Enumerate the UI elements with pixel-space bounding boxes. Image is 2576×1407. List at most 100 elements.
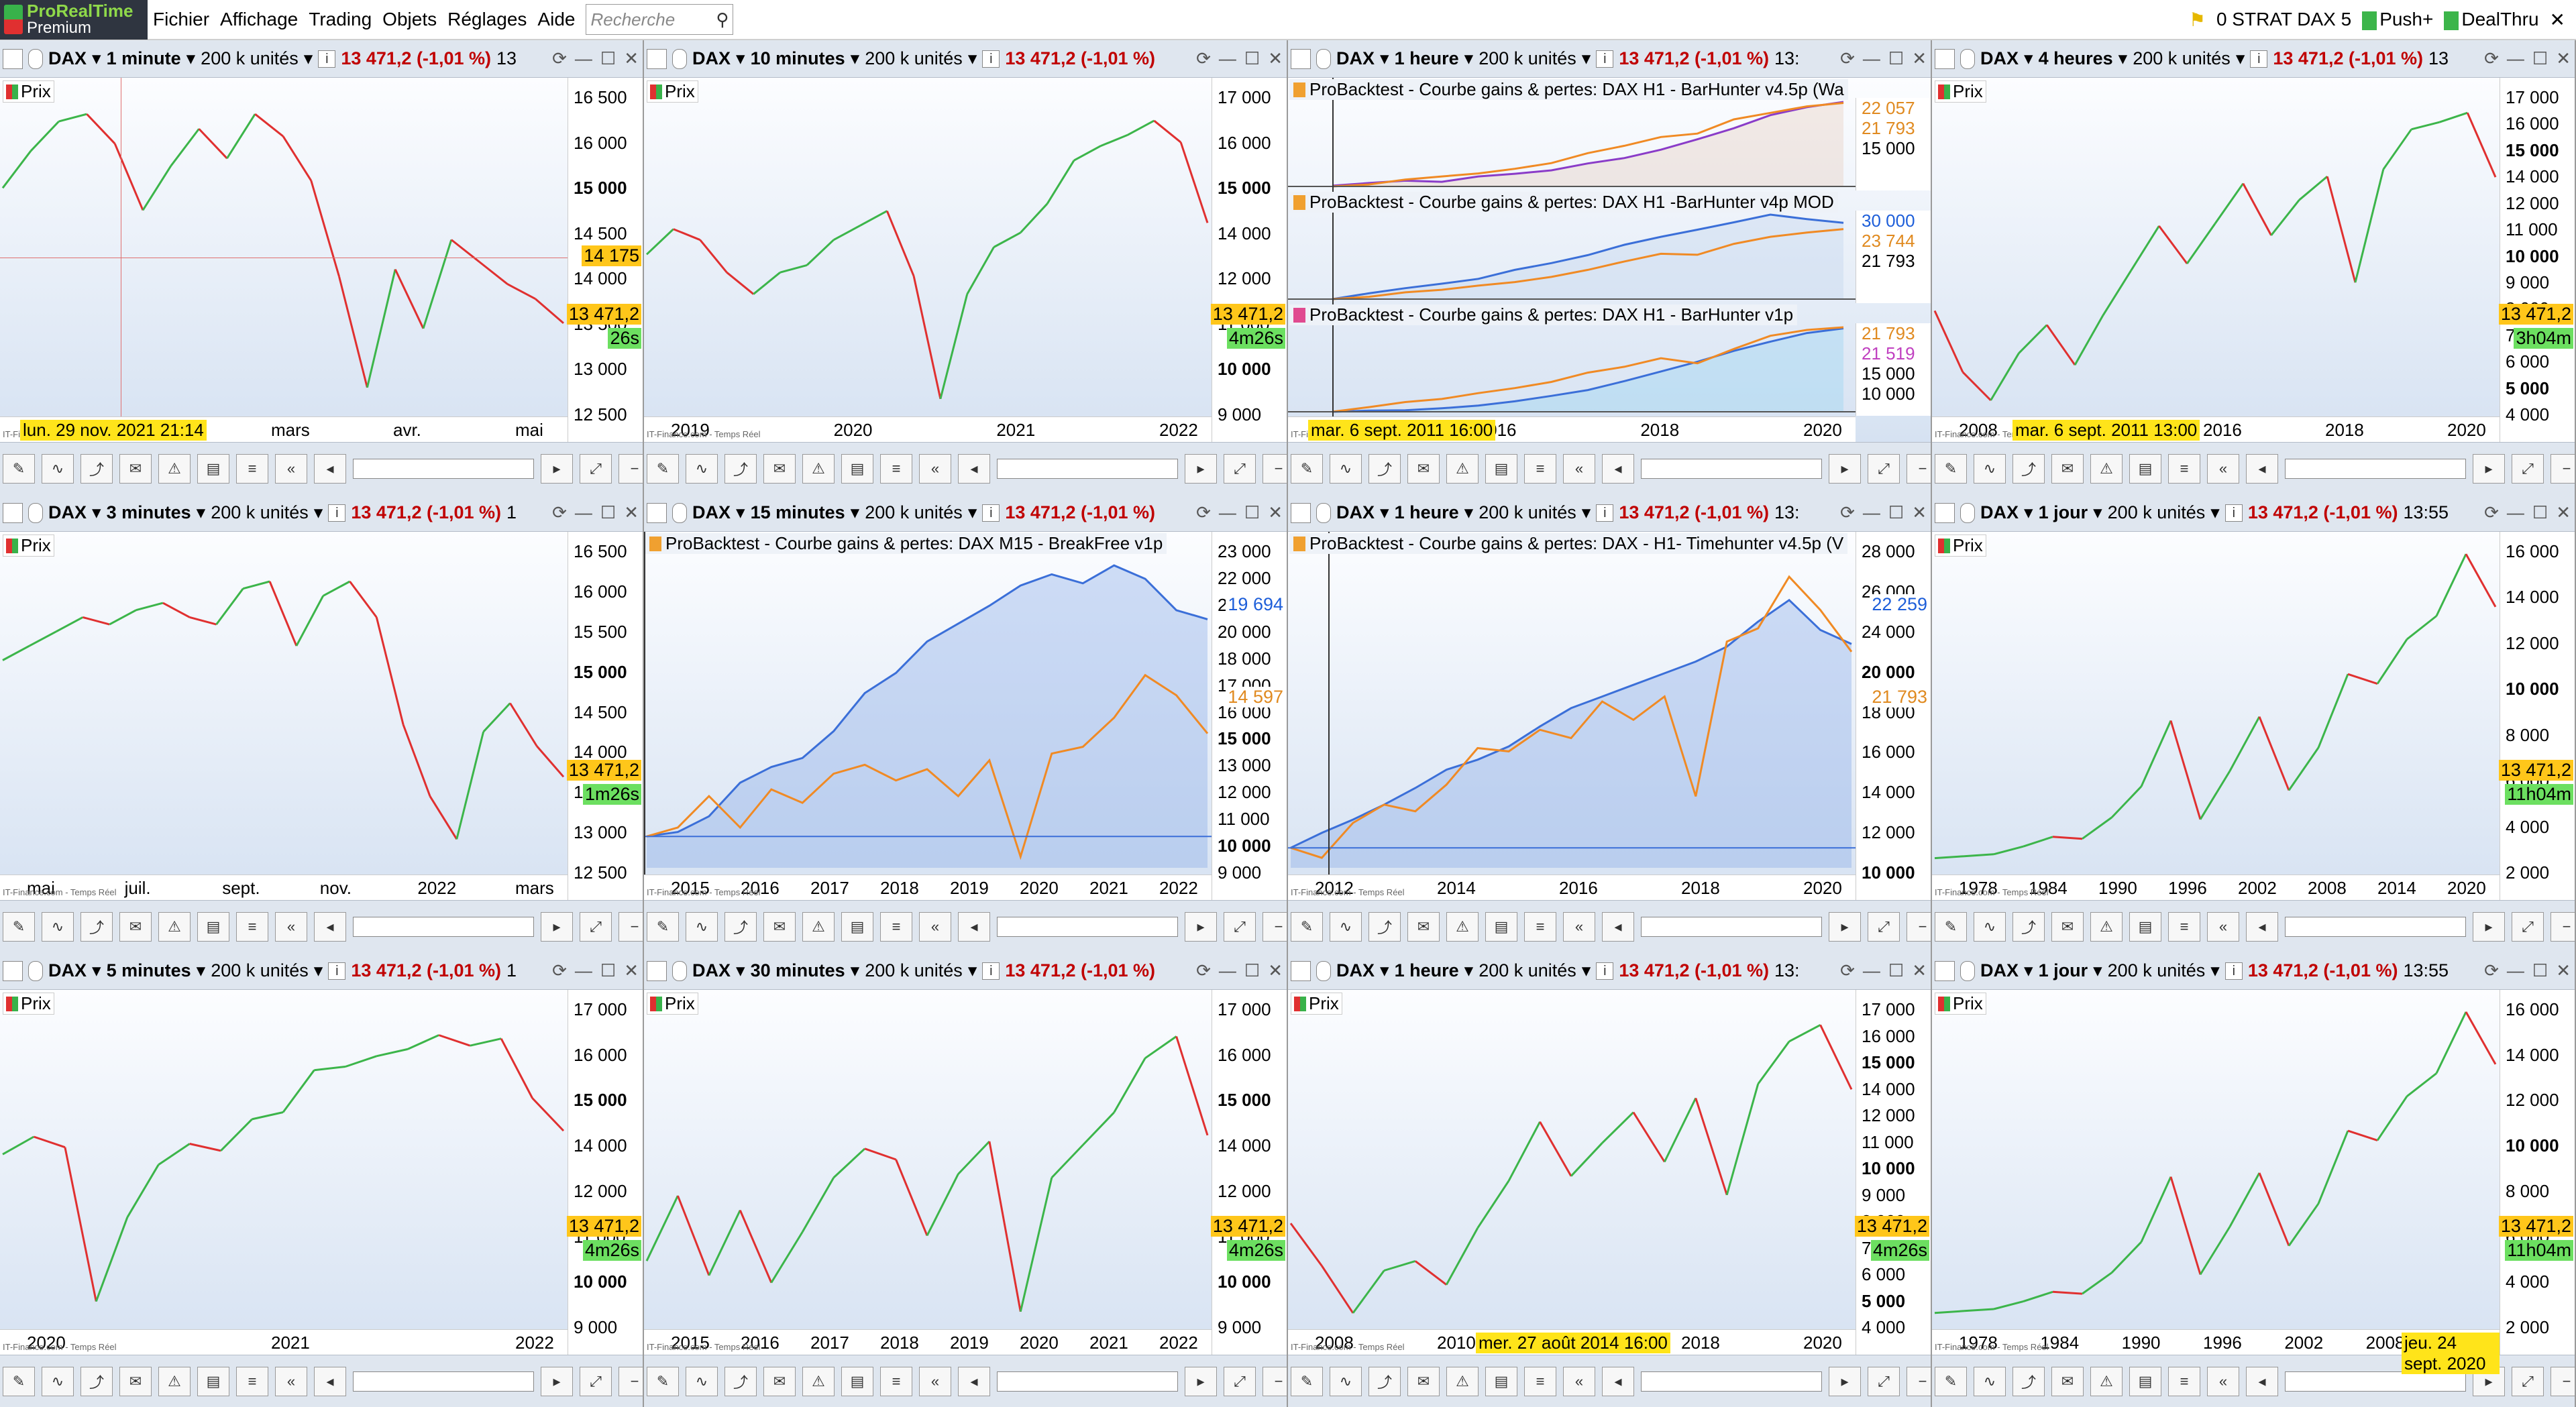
info-icon[interactable]: i (982, 962, 1000, 980)
comment-icon[interactable]: ✉ (119, 1366, 152, 1396)
alert-icon[interactable]: ⚠ (802, 1366, 835, 1396)
window-close-icon[interactable]: ✕ (2549, 9, 2565, 30)
time-scrollbar[interactable] (353, 458, 534, 479)
indicator-icon[interactable]: ∿ (42, 1366, 74, 1396)
alert-icon[interactable]: ⚠ (2090, 911, 2123, 942)
maximize-icon[interactable]: ☐ (1888, 48, 1904, 68)
menu-fichier[interactable]: Fichier (153, 9, 210, 30)
timeframe-dropdown-icon[interactable]: ▾ (850, 48, 860, 68)
time-scrollbar[interactable] (1641, 1371, 1822, 1392)
units-selector[interactable]: 200 k unités (1479, 48, 1576, 68)
units-selector[interactable]: 200 k unités (1479, 502, 1576, 522)
maximize-icon[interactable]: ☐ (2532, 960, 2548, 980)
draw-tool-icon[interactable]: ✎ (647, 1366, 679, 1396)
symbol-selector[interactable]: DAX (48, 960, 87, 980)
scroll-right-icon[interactable]: ▸ (1185, 911, 1217, 942)
time-scrollbar[interactable] (2285, 1371, 2466, 1392)
chart-type-icon[interactable] (647, 960, 667, 981)
order-icon[interactable]: ▤ (841, 1366, 873, 1396)
time-axis[interactable]: 14201620182020mar. 6 sept. 2011 16:00 (1288, 416, 1856, 442)
refresh-icon[interactable]: ⟳ (552, 960, 567, 980)
minimize-icon[interactable]: — (2506, 960, 2524, 980)
zoom-out-icon[interactable]: − (1263, 911, 1287, 942)
maximize-icon[interactable]: ☐ (1888, 502, 1904, 522)
scroll-right-icon[interactable]: ▸ (1829, 1366, 1861, 1396)
time-axis[interactable]: 2012 2014 2016 2018 2020 (1288, 875, 1856, 900)
time-scrollbar[interactable] (2285, 458, 2466, 479)
info-icon[interactable]: i (1596, 50, 1614, 68)
timeframe-selector[interactable]: 1 heure (1394, 502, 1459, 522)
time-axis[interactable]: 200820102020182020mer. 27 août 2014 16:0… (1288, 1329, 1856, 1355)
comment-icon[interactable]: ✉ (2051, 453, 2084, 484)
chart-type-icon[interactable] (647, 48, 667, 69)
zoom-fit-icon[interactable]: ⤢ (2512, 453, 2544, 484)
time-axis[interactable]: 2019 2020 2021 2022 (644, 416, 1212, 442)
symbol-selector[interactable]: DAX (1336, 960, 1375, 980)
time-scrollbar[interactable] (1641, 458, 1822, 479)
refresh-icon[interactable]: ⟳ (2484, 48, 2499, 68)
scroll-start-icon[interactable]: « (919, 1366, 951, 1396)
timeframe-selector[interactable]: 30 minutes (750, 960, 845, 980)
zoom-fit-icon[interactable]: ⤢ (2512, 911, 2544, 942)
list-icon[interactable]: ≡ (236, 453, 268, 484)
symbol-selector[interactable]: DAX (692, 502, 731, 522)
scroll-right-icon[interactable]: ▸ (1829, 453, 1861, 484)
refresh-icon[interactable]: ⟳ (1196, 502, 1211, 522)
alert-icon[interactable]: ⚠ (158, 911, 191, 942)
menu-aide[interactable]: Aide (537, 9, 576, 30)
subchart-axis-2[interactable]: 30 000 23 744 21 793 (1856, 211, 1931, 303)
refresh-icon[interactable]: ⟳ (2484, 960, 2499, 980)
units-dropdown-icon[interactable]: ▾ (313, 960, 323, 980)
scroll-left-icon[interactable]: ◂ (2246, 911, 2278, 942)
timeframe-selector[interactable]: 5 minutes (106, 960, 191, 980)
prix-label[interactable]: Prix (1291, 993, 1342, 1015)
refresh-icon[interactable]: ⟳ (1196, 48, 1211, 68)
scroll-right-icon[interactable]: ▸ (2473, 453, 2505, 484)
symbol-selector[interactable]: DAX (1980, 502, 2019, 522)
scroll-right-icon[interactable]: ▸ (1185, 1366, 1217, 1396)
units-selector[interactable]: 200 k unités (201, 48, 299, 68)
info-icon[interactable]: i (982, 50, 1000, 68)
scroll-right-icon[interactable]: ▸ (541, 1366, 573, 1396)
units-dropdown-icon[interactable]: ▾ (303, 48, 313, 68)
maximize-icon[interactable]: ☐ (2532, 48, 2548, 68)
units-selector[interactable]: 200 k unités (2107, 502, 2206, 522)
zoom-fit-icon[interactable]: ⤢ (1224, 1366, 1256, 1396)
list-icon[interactable]: ≡ (2168, 1366, 2200, 1396)
scroll-left-icon[interactable]: ◂ (314, 911, 346, 942)
price-axis[interactable]: 17 000 16 000 15 000 14 000 12 000 11 000 10 0… (2500, 78, 2575, 442)
list-icon[interactable]: ≡ (880, 1366, 912, 1396)
indicator-icon[interactable]: ∿ (1330, 911, 1362, 942)
maximize-icon[interactable]: ☐ (1244, 960, 1260, 980)
symbol-dropdown-icon[interactable]: ▾ (736, 48, 745, 68)
scroll-left-icon[interactable]: ◂ (2246, 1366, 2278, 1396)
minimize-icon[interactable]: — (1862, 48, 1880, 68)
minimize-icon[interactable]: — (1862, 502, 1880, 522)
zoom-fit-icon[interactable]: ⤢ (580, 453, 612, 484)
symbol-selector[interactable]: DAX (1336, 48, 1375, 68)
symbol-dropdown-icon[interactable]: ▾ (92, 960, 101, 980)
link-icon[interactable] (1960, 502, 1975, 523)
units-dropdown-icon[interactable]: ▾ (2210, 502, 2220, 522)
scroll-start-icon[interactable]: « (275, 911, 307, 942)
flag-icon[interactable]: ⚑ (2188, 9, 2206, 30)
alert-icon[interactable]: ⚠ (1446, 1366, 1479, 1396)
link-icon[interactable] (1316, 48, 1331, 69)
timeframe-selector[interactable]: 3 minutes (106, 502, 191, 522)
prix-label[interactable]: Prix (1935, 993, 1986, 1015)
minimize-icon[interactable]: — (574, 502, 592, 522)
time-axis[interactable]: 197819841990199620022008201jeu. 24 sept.… (1932, 1329, 2500, 1374)
minimize-icon[interactable]: — (574, 48, 592, 68)
zoom-fit-icon[interactable]: ⤢ (1868, 911, 1900, 942)
scroll-start-icon[interactable]: « (275, 1366, 307, 1396)
draw-tool-icon[interactable]: ✎ (3, 453, 35, 484)
chart-type-icon[interactable] (647, 502, 667, 523)
chart-type-icon[interactable] (3, 48, 23, 69)
zoom-out-icon[interactable]: − (1263, 1366, 1287, 1396)
minimize-icon[interactable]: — (2506, 48, 2524, 68)
zoom-out-icon[interactable]: − (1907, 911, 1931, 942)
refresh-icon[interactable]: ⟳ (552, 48, 567, 68)
units-dropdown-icon[interactable]: ▾ (967, 48, 977, 68)
scroll-start-icon[interactable]: « (1563, 1366, 1595, 1396)
scroll-right-icon[interactable]: ▸ (541, 911, 573, 942)
